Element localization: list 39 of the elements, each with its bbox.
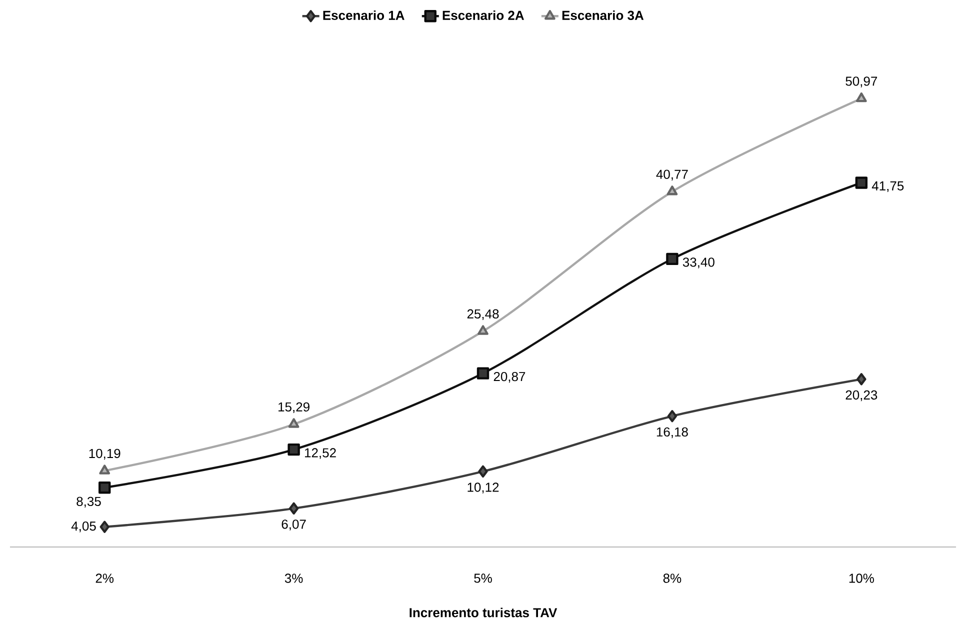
x-tick-label: 10% <box>849 574 874 583</box>
point <box>856 373 866 386</box>
data-label: 25,48 <box>467 309 499 320</box>
point <box>855 176 868 189</box>
data-label: 16,18 <box>656 427 688 438</box>
legend-label: Escenario 3A <box>562 10 644 20</box>
data-label: 4,05 <box>71 522 96 532</box>
point <box>667 410 678 422</box>
point <box>666 186 678 196</box>
point <box>288 502 299 515</box>
point <box>478 325 488 335</box>
data-label: 6,07 <box>282 520 306 530</box>
x-tick-label: 2% <box>96 574 114 583</box>
point <box>856 92 867 102</box>
data-label: 12,52 <box>304 448 336 459</box>
point <box>478 465 488 478</box>
legend-label: Escenario 2A <box>442 10 524 20</box>
data-label: 10,19 <box>89 448 120 460</box>
point <box>100 520 110 533</box>
data-label: 50,97 <box>846 76 878 88</box>
point <box>476 367 490 380</box>
data-label: 33,40 <box>682 258 714 268</box>
x-tick-label: 3% <box>284 574 303 583</box>
data-label: 20,87 <box>494 372 526 383</box>
point <box>98 482 111 494</box>
data-label: 40,77 <box>656 170 688 180</box>
x-tick-label: 8% <box>663 574 682 583</box>
data-label: 8,35 <box>76 496 101 508</box>
data-label: 10,12 <box>468 482 499 494</box>
x-tick-label: 5% <box>474 574 492 583</box>
legend-label: Escenario 1A <box>323 10 404 20</box>
data-label: 41,75 <box>872 181 904 192</box>
data-label: 15,29 <box>278 402 310 414</box>
data-label: 20,23 <box>846 390 878 402</box>
point <box>288 418 300 428</box>
point <box>288 443 300 456</box>
point <box>666 252 678 266</box>
x-axis-title: Incremento turistas TAV <box>410 608 558 618</box>
point <box>99 464 110 474</box>
